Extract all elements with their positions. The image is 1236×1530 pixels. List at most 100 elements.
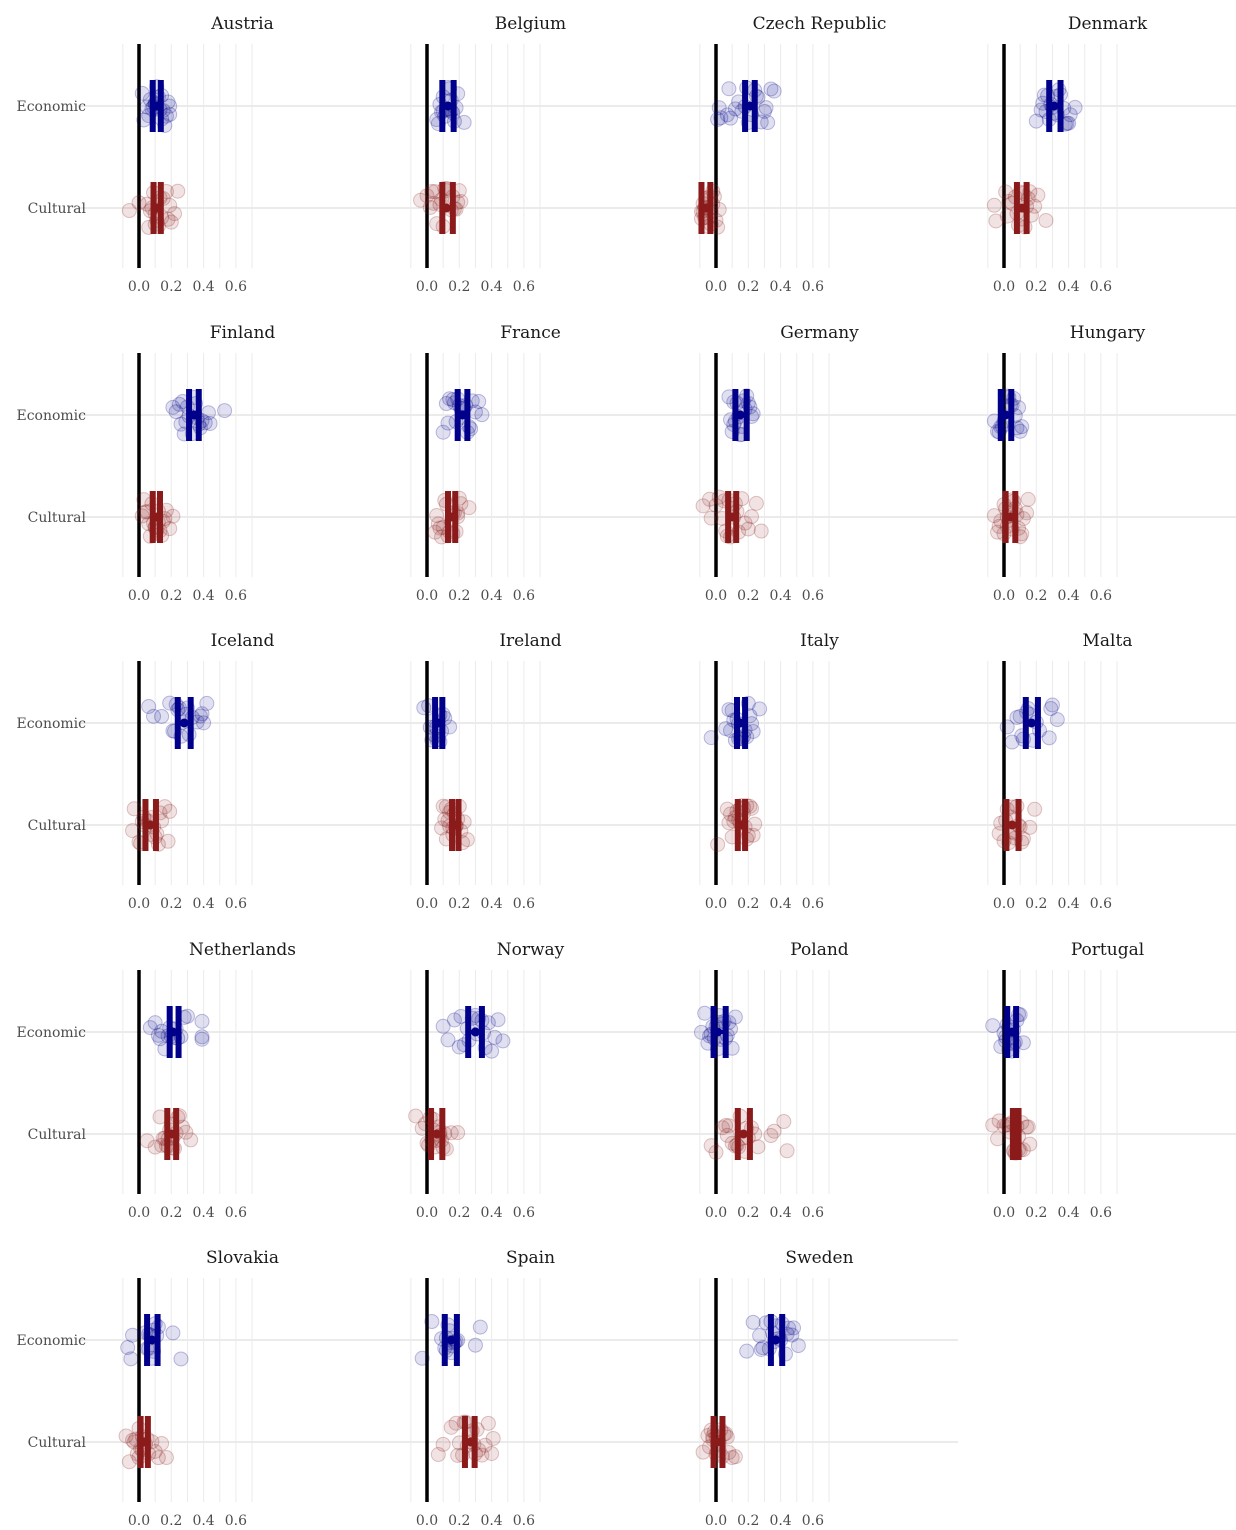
x-tick-label: 0.0: [705, 1205, 727, 1221]
economic-mean-point: [458, 410, 468, 420]
x-tick-label: 0.2: [448, 1513, 470, 1529]
economic-point: [194, 1029, 210, 1045]
x-tick-label: 0.6: [225, 279, 247, 295]
cultural-point: [708, 1144, 724, 1160]
cultural-point: [126, 801, 142, 817]
cultural-point: [1022, 819, 1038, 835]
x-tick-label: 0.6: [513, 896, 535, 912]
economic-mean-point: [1007, 1027, 1017, 1037]
x-tick-label: 0.0: [128, 1205, 150, 1221]
economic-point: [202, 415, 218, 431]
x-tick-label: 0.4: [1057, 588, 1079, 604]
cultural-point: [429, 507, 445, 523]
cultural-point: [710, 836, 726, 852]
panel-title: Spain: [506, 1248, 555, 1268]
economic-point: [440, 1032, 456, 1048]
cultural-point: [1020, 1119, 1036, 1135]
y-label-economic: Economic: [16, 408, 86, 424]
x-tick-label: 0.0: [416, 1205, 438, 1221]
cultural-point: [719, 1127, 735, 1143]
cultural-mean-point: [441, 203, 451, 213]
x-tick-label: 0.2: [737, 1513, 759, 1529]
economic-point: [414, 1350, 430, 1366]
economic-point: [697, 1005, 713, 1021]
cultural-point: [1038, 212, 1054, 228]
economic-point: [786, 1320, 802, 1336]
x-tick-label: 0.0: [128, 279, 150, 295]
panel-title: Sweden: [785, 1248, 853, 1268]
economic-point: [173, 1351, 189, 1367]
y-label-cultural: Cultural: [28, 510, 87, 526]
panel-title: Malta: [1083, 631, 1133, 651]
economic-mean-point: [713, 1027, 723, 1037]
panel-title: Portugal: [1071, 940, 1144, 960]
economic-mean-point: [152, 101, 162, 111]
cultural-point: [766, 1123, 782, 1139]
cultural-point: [485, 1430, 501, 1446]
cultural-mean-point: [432, 1129, 442, 1139]
economic-point: [435, 1018, 451, 1034]
economic-point: [711, 100, 727, 116]
x-tick-label: 0.4: [1057, 1205, 1079, 1221]
cultural-point: [162, 197, 178, 213]
economic-mean-point: [1001, 410, 1011, 420]
economic-point: [760, 115, 776, 131]
economic-point: [438, 396, 454, 412]
cultural-point: [435, 1436, 451, 1452]
cultural-mean-point: [166, 1129, 176, 1139]
cultural-point: [134, 508, 150, 524]
x-tick-label: 0.0: [993, 279, 1015, 295]
cultural-point: [430, 1446, 446, 1462]
panel-title: Czech Republic: [753, 14, 887, 34]
x-tick-label: 0.2: [448, 896, 470, 912]
x-tick-label: 0.6: [225, 1513, 247, 1529]
economic-point: [192, 708, 208, 724]
economic-point: [1004, 734, 1020, 750]
economic-point: [752, 1328, 768, 1344]
economic-mean-point: [189, 410, 199, 420]
cultural-point: [121, 203, 137, 219]
economic-point: [718, 721, 734, 737]
x-tick-label: 0.4: [192, 588, 214, 604]
cultural-mean-point: [713, 1437, 723, 1447]
economic-mean-point: [1049, 101, 1059, 111]
economic-point: [446, 1012, 462, 1028]
economic-point: [194, 1013, 210, 1029]
cultural-point: [748, 495, 764, 511]
cultural-point: [461, 500, 477, 516]
economic-point: [490, 1012, 506, 1028]
cultural-point: [1019, 505, 1035, 521]
cultural-point: [763, 1128, 779, 1144]
cultural-point: [703, 1138, 719, 1154]
x-tick-label: 0.2: [448, 588, 470, 604]
x-tick-label: 0.2: [160, 1205, 182, 1221]
x-tick-label: 0.6: [513, 279, 535, 295]
cultural-point: [714, 1120, 730, 1136]
cultural-mean-point: [738, 1129, 748, 1139]
economic-point: [142, 1020, 158, 1036]
cultural-point: [985, 1117, 1001, 1133]
cultural-point: [753, 523, 769, 539]
economic-point: [1028, 113, 1044, 129]
x-tick-label: 0.4: [769, 896, 791, 912]
x-tick-label: 0.0: [416, 1513, 438, 1529]
economic-point: [125, 1327, 141, 1343]
y-label-cultural: Cultural: [28, 1435, 87, 1451]
cultural-point: [695, 1444, 711, 1460]
x-tick-label: 0.4: [480, 1513, 502, 1529]
x-tick-label: 0.2: [737, 588, 759, 604]
cultural-point: [408, 1108, 424, 1124]
panel-title: Netherlands: [189, 940, 296, 960]
cultural-point: [162, 803, 178, 819]
cultural-point: [147, 1139, 163, 1155]
y-label-cultural: Cultural: [28, 818, 87, 834]
economic-point: [753, 1341, 769, 1357]
x-tick-label: 0.4: [480, 896, 502, 912]
x-tick-label: 0.6: [225, 588, 247, 604]
x-tick-label: 0.6: [802, 1205, 824, 1221]
panel-title: Finland: [210, 323, 276, 343]
cultural-point: [158, 1450, 174, 1466]
x-tick-label: 0.4: [769, 279, 791, 295]
economic-point: [440, 415, 456, 431]
economic-point: [721, 81, 737, 97]
